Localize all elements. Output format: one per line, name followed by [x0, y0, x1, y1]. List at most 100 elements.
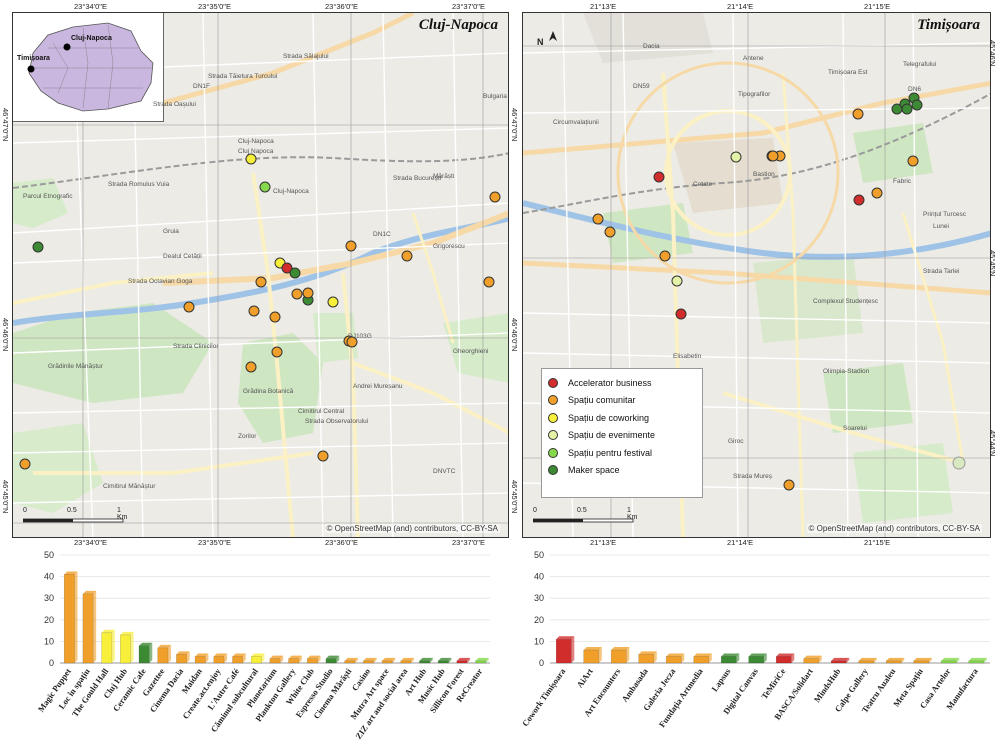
map-point-coworking[interactable] — [327, 296, 339, 308]
bar[interactable] — [232, 656, 244, 664]
map-point-spatiu[interactable] — [291, 288, 303, 300]
bar[interactable] — [419, 660, 430, 664]
bar[interactable] — [638, 654, 655, 664]
map-point-spatiu[interactable] — [852, 108, 864, 120]
bar[interactable] — [288, 658, 300, 664]
map-point-spatiu[interactable] — [317, 450, 329, 462]
bar[interactable] — [475, 660, 487, 664]
street-label: Circumvalațiunii — [553, 119, 599, 126]
bar[interactable] — [456, 660, 468, 664]
bar-side — [708, 653, 712, 663]
bar[interactable] — [693, 656, 710, 664]
bar[interactable] — [269, 658, 281, 664]
bar[interactable] — [176, 654, 187, 664]
bar[interactable] — [940, 660, 957, 664]
bar[interactable] — [665, 656, 682, 664]
map-point-maker[interactable] — [911, 99, 923, 111]
bar-top — [101, 629, 115, 633]
map-point-spatiu[interactable] — [659, 250, 671, 262]
street-label: Parcul Etnografic — [23, 193, 73, 200]
bar[interactable] — [803, 658, 820, 664]
map-point-maker[interactable] — [289, 267, 301, 279]
bar-side — [736, 653, 740, 663]
map-point-spatiu[interactable] — [183, 301, 195, 313]
bar[interactable] — [968, 660, 985, 664]
bar[interactable] — [775, 656, 792, 664]
bar[interactable] — [344, 660, 356, 664]
map-point-evenimente[interactable] — [730, 151, 742, 163]
map-point-spatiu[interactable] — [483, 276, 495, 288]
map-point-spatiu[interactable] — [401, 250, 413, 262]
bar[interactable] — [120, 634, 131, 664]
street-label: Cluj-Napoca — [238, 138, 274, 145]
map-point-maker[interactable] — [901, 103, 913, 115]
map-point-spatiu[interactable] — [767, 150, 779, 162]
bar[interactable] — [610, 649, 627, 664]
map-point-evenimente[interactable] — [671, 275, 683, 287]
bar[interactable] — [307, 658, 318, 664]
bar[interactable] — [101, 632, 113, 664]
street-label: Grădinile Mănăștur — [48, 363, 103, 370]
bar[interactable] — [381, 660, 393, 664]
map-point-spatiu[interactable] — [19, 458, 31, 470]
bar[interactable] — [555, 638, 572, 664]
map-point-festival[interactable] — [259, 181, 271, 193]
legend-label: Maker space — [568, 465, 620, 476]
map-point-spatiu[interactable] — [269, 311, 281, 323]
street-label: Complexul Studențesc — [813, 298, 879, 305]
map-point-accelerator[interactable] — [675, 308, 687, 320]
north-label: N — [537, 37, 544, 47]
legend-label: Spațiu comunitar — [568, 395, 636, 406]
map-point-spatiu[interactable] — [592, 213, 604, 225]
map-point-spatiu[interactable] — [871, 187, 883, 199]
map-point-spatiu[interactable] — [489, 191, 501, 203]
bar-side — [205, 653, 209, 663]
bar-side — [818, 655, 822, 663]
map-point-spatiu[interactable] — [245, 361, 257, 373]
bar[interactable] — [325, 658, 337, 664]
bar[interactable] — [913, 660, 930, 664]
bar-top — [269, 655, 284, 659]
map-point-spatiu[interactable] — [345, 240, 357, 252]
bar[interactable] — [194, 656, 206, 664]
bar[interactable] — [858, 660, 875, 664]
map-point-maker[interactable] — [32, 241, 44, 253]
bar-top — [157, 644, 171, 648]
map-point-spatiu[interactable] — [346, 336, 358, 348]
map-point-spatiu[interactable] — [255, 276, 267, 288]
map-point-spatiu[interactable] — [783, 479, 795, 491]
map-cluj-napoca[interactable]: Cluj-Napoca Timișoara Cluj-Napoca 0 0.5 … — [12, 12, 509, 538]
bar-top — [400, 657, 415, 661]
bar[interactable] — [363, 660, 374, 664]
map-timisoara[interactable]: N Timișoara Accelerator business Spațiu c… — [522, 12, 991, 538]
map-point-accelerator[interactable] — [853, 194, 865, 206]
bar-top — [232, 653, 246, 657]
map-point-spatiu[interactable] — [248, 305, 260, 317]
map-point-spatiu[interactable] — [302, 287, 314, 299]
map-point-accelerator[interactable] — [653, 171, 665, 183]
map-point-accelerator[interactable] — [281, 262, 293, 274]
street-label: Bulgaria — [483, 93, 507, 100]
map-point-spatiu[interactable] — [907, 155, 919, 167]
bar[interactable] — [157, 647, 169, 664]
bar[interactable] — [748, 656, 765, 664]
bar[interactable] — [82, 593, 94, 664]
bar-top — [419, 657, 433, 661]
map-point-spatiu[interactable] — [604, 226, 616, 238]
bar[interactable] — [830, 660, 847, 664]
bar[interactable] — [437, 660, 449, 664]
bar[interactable] — [250, 656, 262, 664]
bar[interactable] — [400, 660, 412, 664]
bar[interactable] — [63, 574, 75, 664]
bar-top — [120, 631, 134, 635]
street-label: Soarelui — [843, 425, 867, 432]
bar[interactable] — [885, 660, 902, 664]
bar[interactable] — [138, 645, 150, 664]
map-point-coworking[interactable] — [245, 153, 257, 165]
bar[interactable] — [720, 656, 737, 664]
bar-side — [336, 655, 340, 663]
bar[interactable] — [213, 656, 225, 664]
map-point-spatiu[interactable] — [271, 346, 283, 358]
bar[interactable] — [583, 649, 600, 664]
